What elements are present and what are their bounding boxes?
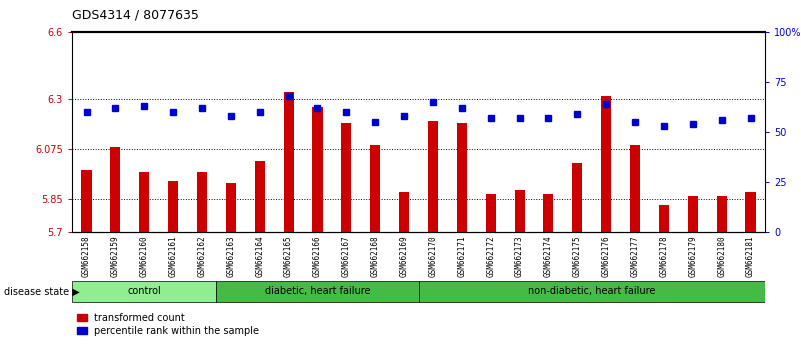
Bar <box>255 161 265 232</box>
Text: GSM662165: GSM662165 <box>284 236 293 277</box>
Bar <box>717 196 727 232</box>
Text: GSM662177: GSM662177 <box>630 236 639 277</box>
Text: GSM662181: GSM662181 <box>746 236 755 277</box>
Bar <box>688 196 698 232</box>
Text: GSM662172: GSM662172 <box>486 236 495 277</box>
Text: GSM662161: GSM662161 <box>169 236 178 277</box>
Bar <box>428 121 438 232</box>
Text: GSM662175: GSM662175 <box>573 236 582 277</box>
Text: GSM662163: GSM662163 <box>227 236 235 277</box>
Bar <box>572 163 582 232</box>
Bar <box>82 170 91 232</box>
Text: GSM662162: GSM662162 <box>198 236 207 277</box>
Text: GSM662180: GSM662180 <box>717 236 727 277</box>
Bar <box>457 123 467 232</box>
Bar <box>284 92 294 232</box>
Bar <box>139 172 149 232</box>
Text: GSM662158: GSM662158 <box>82 236 91 277</box>
Bar <box>514 190 525 232</box>
Text: diabetic, heart failure: diabetic, heart failure <box>264 286 370 296</box>
Text: GSM662160: GSM662160 <box>139 236 149 277</box>
Text: GSM662169: GSM662169 <box>400 236 409 277</box>
Bar <box>370 145 380 232</box>
Bar <box>168 181 178 232</box>
Bar <box>659 205 669 232</box>
Text: GSM662178: GSM662178 <box>659 236 668 277</box>
Bar <box>111 147 120 232</box>
Text: GSM662179: GSM662179 <box>688 236 698 277</box>
Text: control: control <box>127 286 161 296</box>
Text: GSM662173: GSM662173 <box>515 236 524 277</box>
Bar <box>630 145 640 232</box>
Text: GSM662170: GSM662170 <box>429 236 437 277</box>
Bar <box>543 194 553 232</box>
Text: GSM662166: GSM662166 <box>313 236 322 277</box>
Bar <box>216 281 418 302</box>
Text: GSM662167: GSM662167 <box>342 236 351 277</box>
Text: GSM662159: GSM662159 <box>111 236 120 277</box>
Bar <box>601 96 611 232</box>
Text: GSM662171: GSM662171 <box>457 236 466 277</box>
Bar <box>226 183 236 232</box>
Bar <box>399 192 409 232</box>
Bar <box>485 194 496 232</box>
Text: disease state ▶: disease state ▶ <box>4 287 80 297</box>
Text: non-diabetic, heart failure: non-diabetic, heart failure <box>528 286 655 296</box>
Bar <box>418 281 765 302</box>
Text: GSM662168: GSM662168 <box>371 236 380 277</box>
Text: GSM662174: GSM662174 <box>544 236 553 277</box>
Bar <box>312 107 323 232</box>
Bar <box>197 172 207 232</box>
Text: GSM662164: GSM662164 <box>256 236 264 277</box>
Bar <box>72 281 216 302</box>
Legend: transformed count, percentile rank within the sample: transformed count, percentile rank withi… <box>77 313 260 336</box>
Bar <box>341 123 352 232</box>
Bar <box>746 192 755 232</box>
Text: GDS4314 / 8077635: GDS4314 / 8077635 <box>72 9 199 22</box>
Text: GSM662176: GSM662176 <box>602 236 610 277</box>
